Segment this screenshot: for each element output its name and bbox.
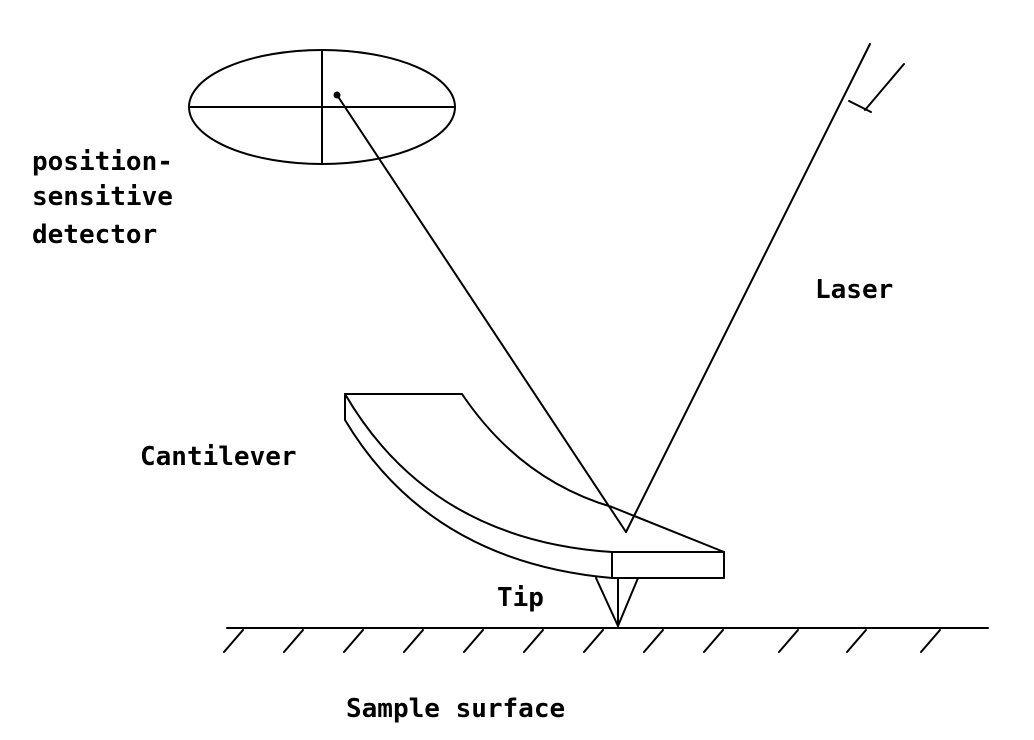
surface-hatch — [223, 629, 244, 653]
surface-hatch — [846, 629, 867, 653]
laser-beam-incident — [625, 43, 871, 533]
position-sensitive-detector — [188, 49, 456, 165]
laser-beam-reflected — [336, 94, 627, 533]
label-detector-line3: detector — [32, 220, 157, 250]
sample-surface — [223, 627, 989, 653]
surface-hatch — [403, 629, 424, 653]
surface-hatch — [703, 629, 724, 653]
cantilever-side-face — [344, 393, 613, 579]
cantilever-top-face — [344, 393, 725, 553]
label-sample-surface: Sample surface — [346, 694, 565, 724]
laser-source-edge — [864, 63, 905, 111]
surface-hatch — [463, 629, 484, 653]
surface-hatch — [920, 629, 941, 653]
surface-hatch — [778, 629, 799, 653]
tip — [595, 577, 639, 627]
label-detector-line1: position- — [32, 147, 173, 177]
label-cantilever: Cantilever — [140, 442, 297, 472]
surface-hatch — [643, 629, 664, 653]
surface-hatch — [583, 629, 604, 653]
cantilever-end-block — [611, 551, 725, 579]
surface-hatch — [283, 629, 304, 653]
label-laser: Laser — [815, 275, 893, 305]
surface-hatch — [523, 629, 544, 653]
laser-source — [625, 43, 905, 533]
label-detector-line2: sensitive — [32, 182, 173, 212]
surface-hatch — [343, 629, 364, 653]
cantilever — [344, 393, 725, 579]
label-tip: Tip — [497, 583, 544, 613]
laser-source-tick — [848, 100, 872, 113]
